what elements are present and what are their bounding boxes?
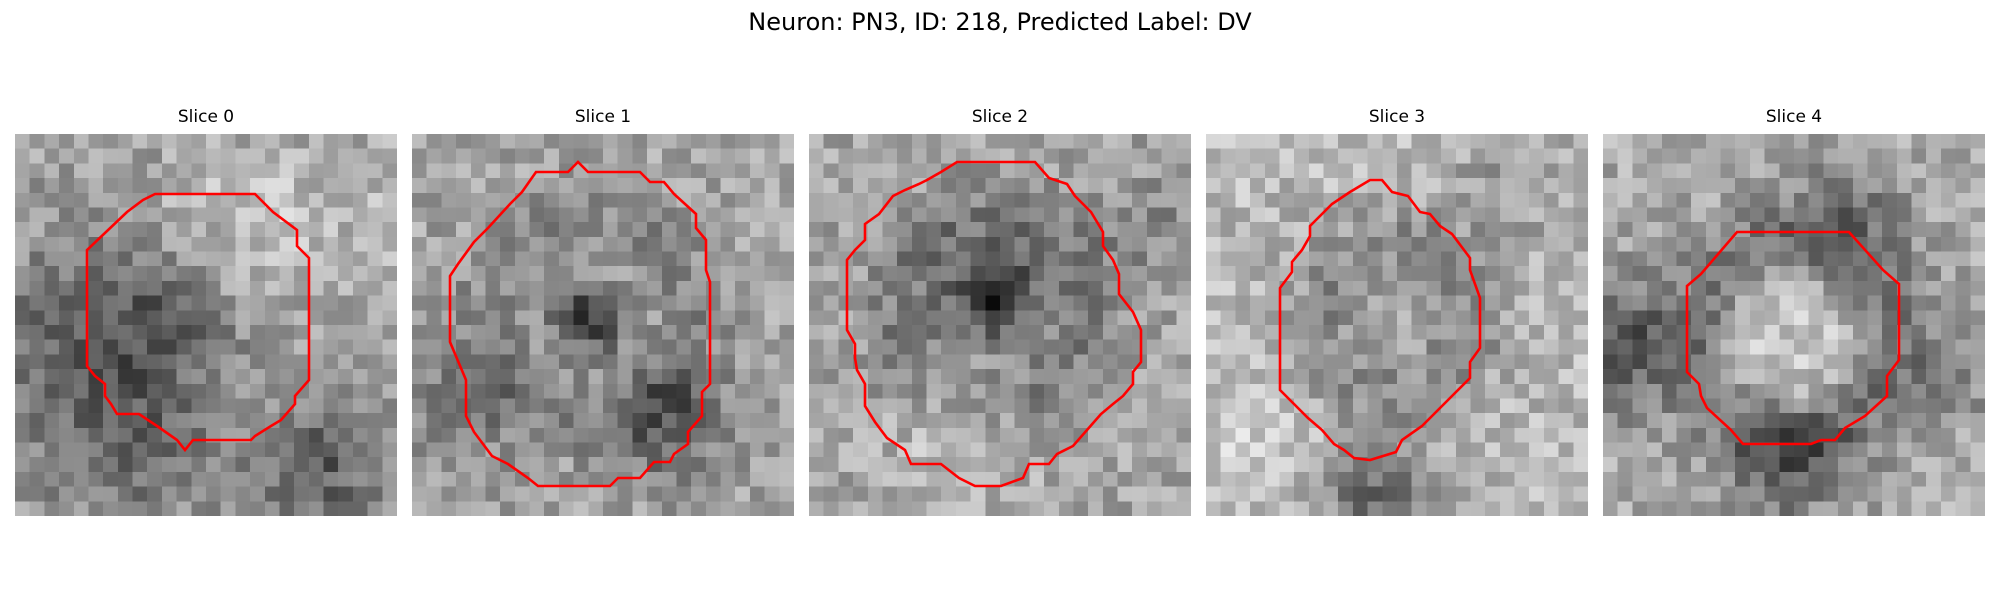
slice-image [809, 134, 1191, 516]
slice-image [412, 134, 794, 516]
contour-outline [1278, 178, 1482, 462]
slice-image [1206, 134, 1588, 516]
slice-panel-3: Slice 3 [1206, 106, 1588, 516]
slice-pixels [412, 134, 794, 516]
slice-image [1603, 134, 1985, 516]
segmentation-contour [845, 160, 1143, 488]
slice-title: Slice 1 [574, 107, 632, 127]
slice-image [15, 134, 397, 516]
contour-outline [448, 160, 712, 488]
slice-pixels [809, 134, 1191, 516]
contour-outline [1685, 230, 1901, 446]
segmentation-contour [1685, 230, 1901, 446]
segmentation-contour [85, 192, 311, 453]
slice-panel-0: Slice 0 [15, 106, 397, 516]
figure-title: Neuron: PN3, ID: 218, Predicted Label: D… [748, 8, 1252, 36]
slice-title: Slice 3 [1368, 107, 1426, 127]
slice-pixels [1603, 134, 1985, 516]
slice-pixels [15, 134, 397, 516]
slice-title: Slice 2 [971, 107, 1029, 127]
slice-panel-1: Slice 1 [412, 106, 794, 516]
contour-outline [85, 192, 311, 453]
slice-title: Slice 4 [1765, 107, 1823, 127]
slice-panel-4: Slice 4 [1603, 106, 1985, 516]
segmentation-contour [448, 160, 712, 488]
slice-panel-2: Slice 2 [809, 106, 1191, 516]
contour-outline [845, 160, 1143, 488]
segmentation-contour [1278, 178, 1482, 462]
slice-title: Slice 0 [177, 107, 235, 127]
